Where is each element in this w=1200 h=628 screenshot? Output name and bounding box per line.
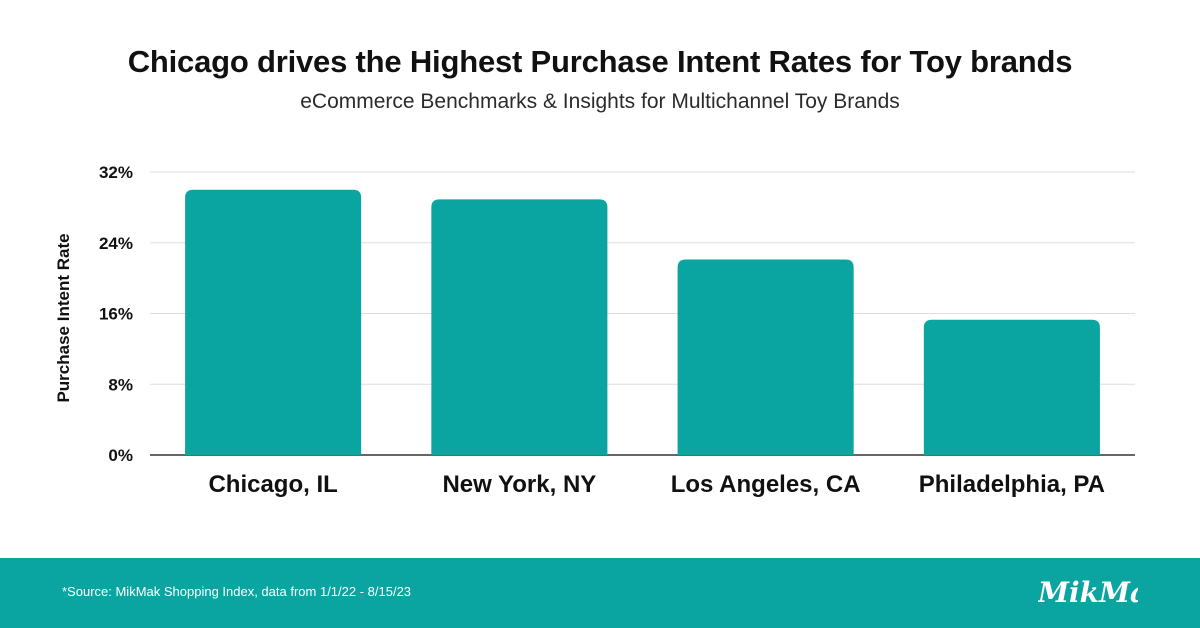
logo-wordmark: MikMak xyxy=(1037,576,1168,609)
x-tick-label: New York, NY xyxy=(442,471,596,498)
logo-text: MikMak xyxy=(1038,576,1138,609)
bars xyxy=(185,189,1100,455)
chart-title: Chicago drives the Highest Purchase Inte… xyxy=(127,44,1073,79)
x-tick-labels: Chicago, IL New York, NY Los Angeles, CA Ph… xyxy=(208,471,1105,498)
y-tick-label: 0% xyxy=(108,446,133,465)
y-tick-labels: 0% 8% 16% 24% 32% xyxy=(99,163,133,465)
x-tick-label: Los Angeles, CA xyxy=(671,471,861,498)
bar xyxy=(185,189,362,455)
y-tick-label: 24% xyxy=(99,234,133,253)
chart-subtitle: eCommerce Benchmarks & Insights for Mult… xyxy=(300,90,900,113)
y-tick-label: 32% xyxy=(99,163,133,182)
x-tick-label: Chicago, IL xyxy=(208,471,337,498)
bar xyxy=(431,199,608,455)
y-tick-label: 16% xyxy=(99,305,133,324)
x-tick-label: Philadelphia, PA xyxy=(919,471,1105,498)
source-note: *Source: MikMak Shopping Index, data fro… xyxy=(62,584,412,599)
footer-band: *Source: MikMak Shopping Index, data fro… xyxy=(0,558,1200,628)
y-axis-label: Purchase Intent Rate xyxy=(54,233,73,402)
bar-chart: 0% 8% 16% 24% 32% Chicago, IL New York, NY Los… xyxy=(54,163,1135,498)
mikmak-logo: MikMak xyxy=(1037,572,1168,617)
bar xyxy=(923,319,1100,455)
y-tick-label: 8% xyxy=(108,375,133,394)
bar xyxy=(677,259,854,455)
